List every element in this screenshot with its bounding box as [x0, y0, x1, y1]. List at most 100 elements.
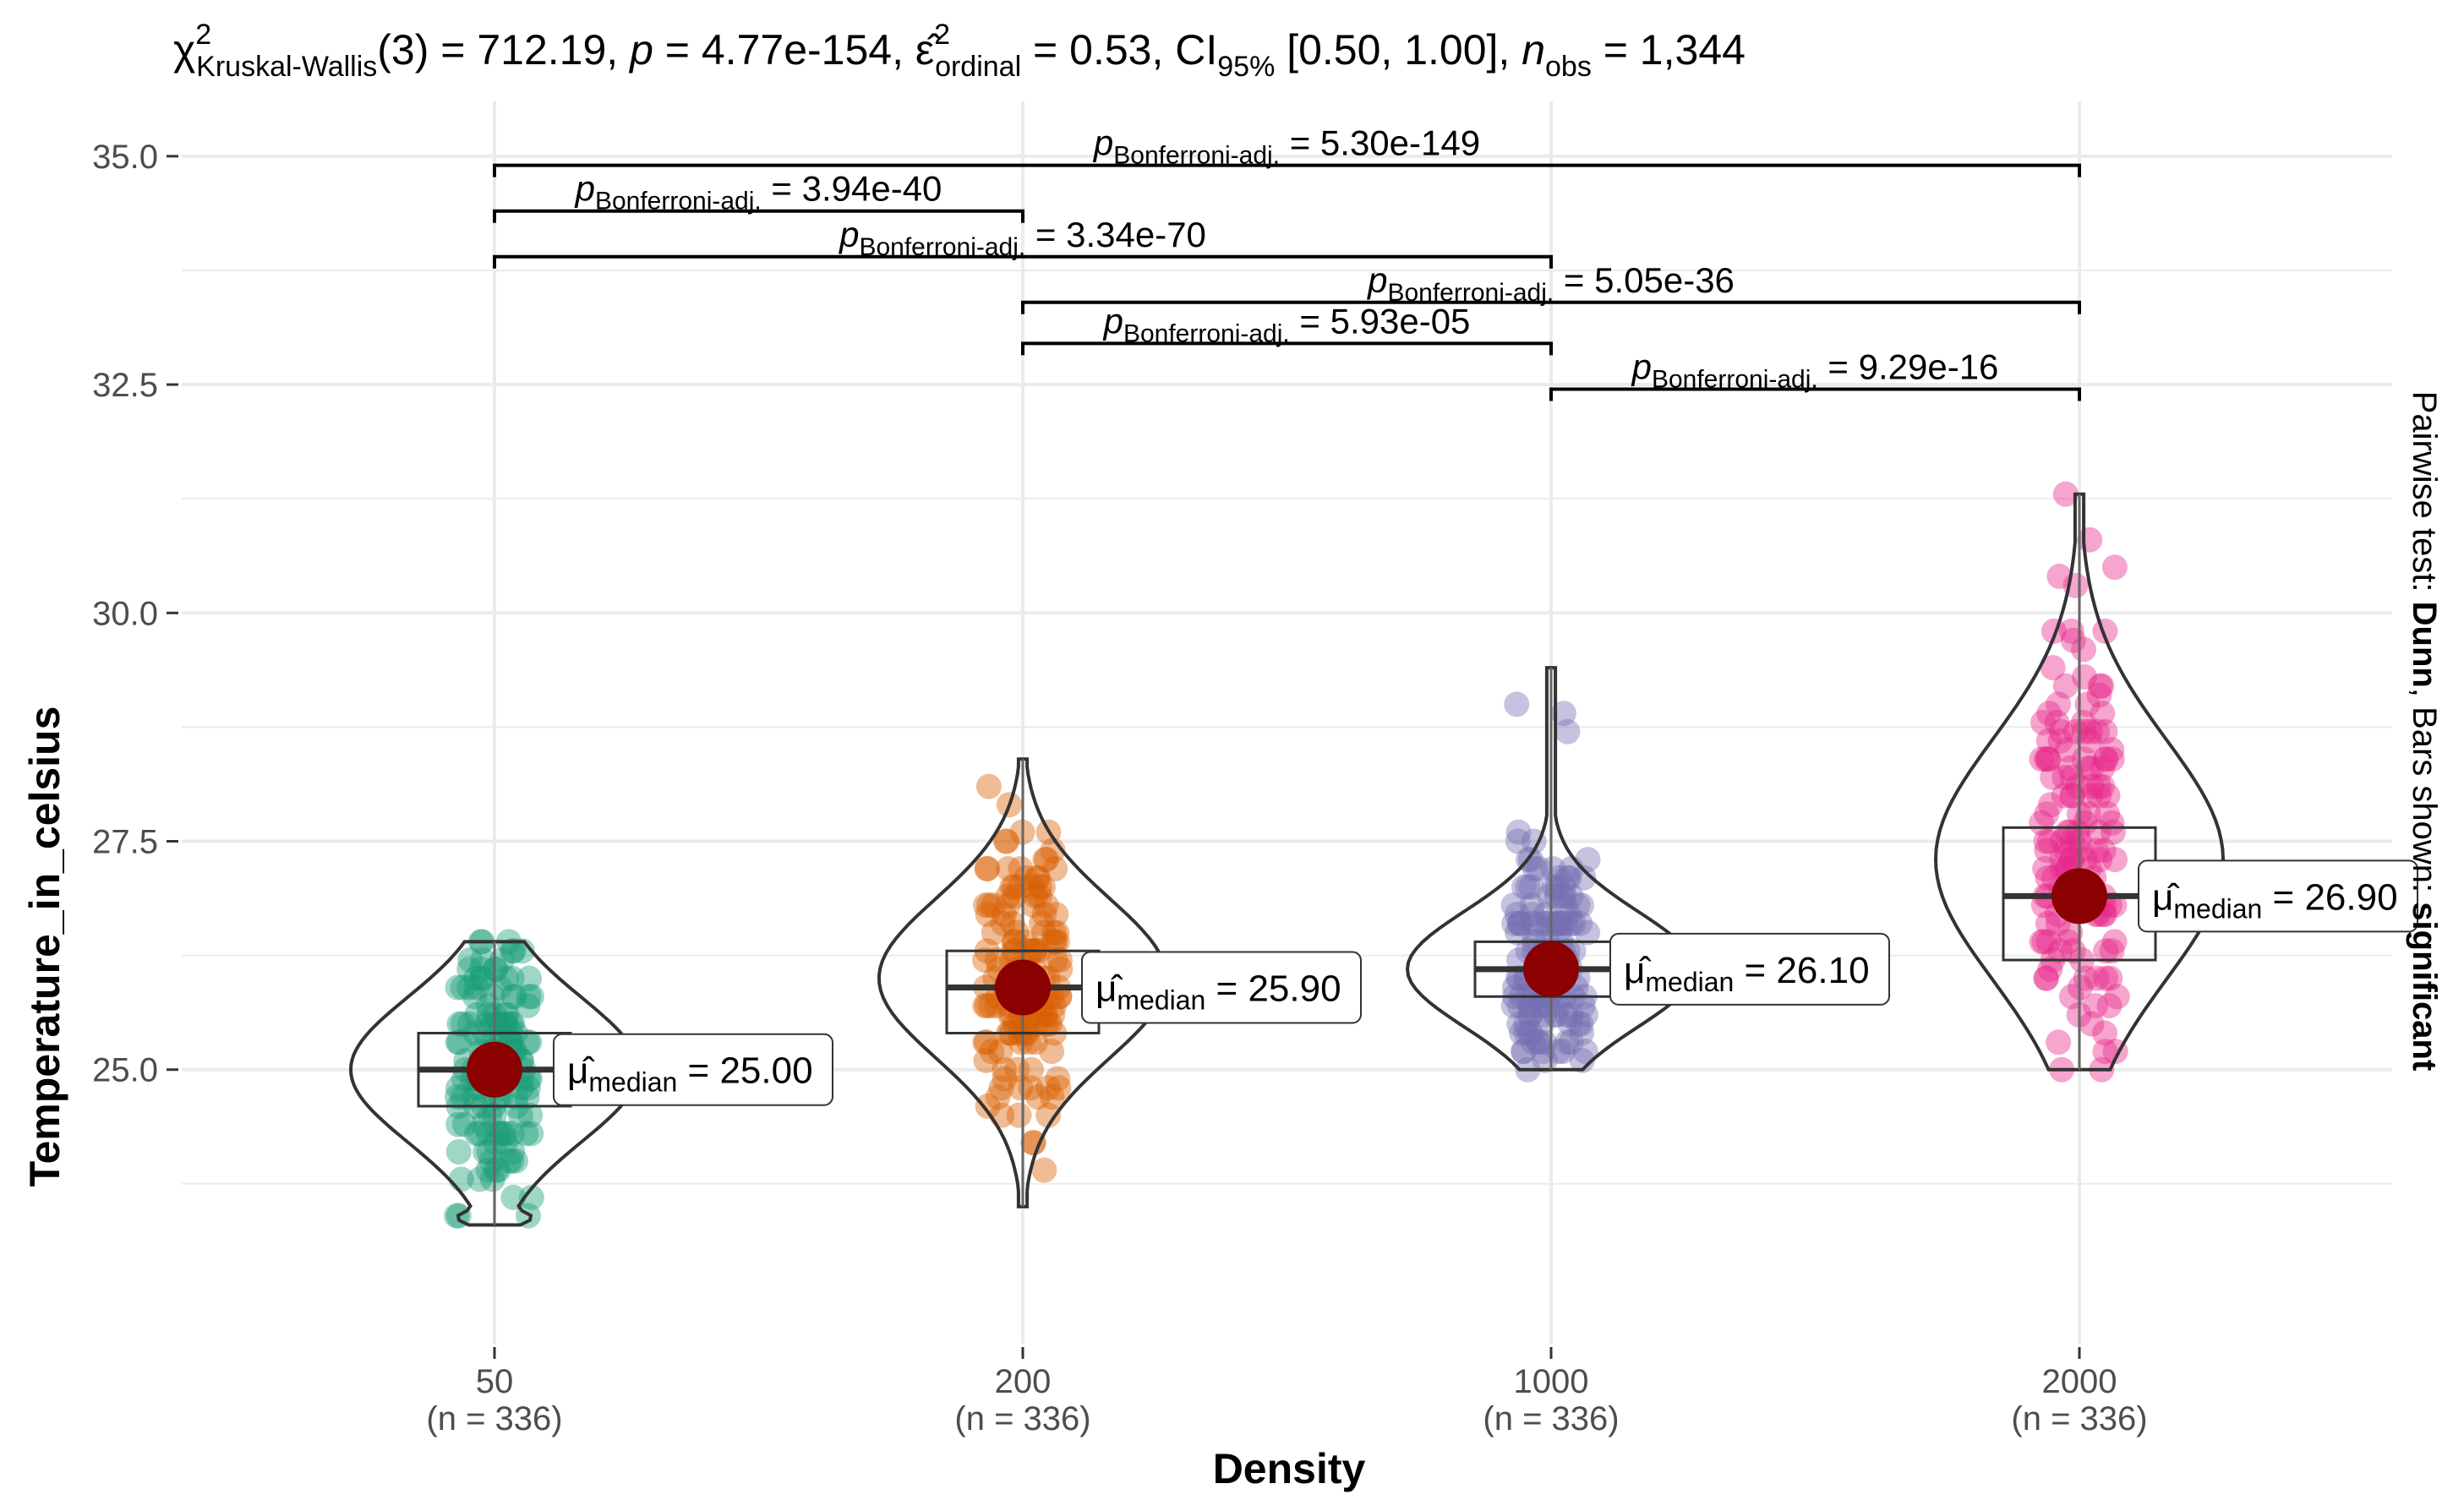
data-point — [2047, 728, 2073, 754]
data-point — [479, 1166, 505, 1192]
x-axis-title: Density — [1213, 1445, 1366, 1492]
data-point — [2095, 801, 2121, 827]
data-point — [975, 1093, 1001, 1119]
data-point — [2053, 837, 2079, 864]
data-point — [1012, 929, 1038, 955]
data-point — [2075, 755, 2101, 782]
data-point — [985, 1084, 1011, 1110]
data-point — [2093, 938, 2119, 964]
data-point — [2092, 1039, 2118, 1065]
y-axis-title: Temperature_in_celsius — [21, 706, 68, 1187]
data-point — [974, 855, 1000, 881]
data-point — [987, 1039, 1013, 1065]
data-point — [1019, 874, 1046, 900]
data-point — [2071, 663, 2097, 690]
data-point — [1572, 1039, 1598, 1065]
data-point — [1023, 883, 1049, 909]
data-point — [1020, 892, 1046, 919]
data-point — [492, 1011, 518, 1037]
data-point — [495, 1148, 522, 1174]
stats-title: χ2 Kruskal-Wallis(3) = 712.19, p = 4.77e-… — [173, 19, 1746, 83]
data-point — [1024, 1011, 1050, 1037]
data-point — [501, 984, 527, 1010]
data-point — [478, 1148, 505, 1174]
data-point — [513, 1121, 539, 1147]
data-point — [516, 984, 542, 1010]
median-label-box — [1081, 951, 1362, 1024]
median-label-text: μ̂median = 25.90 — [1095, 968, 1341, 1015]
data-point — [2092, 1020, 2118, 1046]
data-point — [1518, 874, 1544, 900]
data-point — [1513, 1011, 1539, 1037]
data-point — [2035, 910, 2061, 936]
data-point — [1519, 892, 1545, 919]
data-point — [2048, 847, 2074, 873]
data-point — [1558, 1001, 1584, 1028]
data-point — [2052, 764, 2078, 790]
data-point — [1575, 919, 1601, 946]
data-point — [2099, 810, 2125, 836]
data-point — [992, 828, 1019, 854]
data-point — [2044, 710, 2070, 735]
pairwise-bracket-50-200: pBonferroni-adj. = 3.94e-40 — [493, 169, 1024, 223]
data-point — [2049, 828, 2075, 854]
group-1000: μ̂median = 26.10 — [1405, 666, 1890, 1083]
data-point — [1530, 1039, 1556, 1065]
median-label-box — [1609, 932, 1890, 1006]
median-label: μ̂median = 25.90 — [1081, 951, 1362, 1024]
median-label-box — [553, 1033, 833, 1106]
data-point — [468, 956, 494, 982]
data-point — [500, 1011, 526, 1037]
data-point — [450, 1084, 476, 1110]
data-point — [485, 1121, 511, 1147]
data-point — [445, 1111, 472, 1137]
data-point — [2070, 636, 2096, 663]
y-tick-label: 32.5 — [92, 367, 158, 404]
data-point — [1546, 865, 1572, 891]
data-point — [1526, 855, 1552, 881]
y-tick-label: 35.0 — [92, 139, 158, 176]
data-point — [2054, 819, 2080, 845]
data-point — [994, 828, 1020, 854]
data-point — [1008, 855, 1034, 881]
data-point — [2065, 773, 2091, 799]
data-point — [974, 993, 1000, 1019]
data-point — [1550, 874, 1576, 900]
data-point — [450, 974, 476, 1001]
data-point — [1558, 883, 1584, 909]
data-point — [974, 1029, 1000, 1055]
data-point — [479, 984, 505, 1010]
data-point — [450, 1011, 476, 1037]
data-point — [1517, 1001, 1543, 1028]
data-point — [2090, 755, 2116, 782]
x-tick-label: 50 — [476, 1363, 514, 1400]
data-point — [1504, 691, 1530, 717]
data-point — [1539, 910, 1565, 936]
pairwise-label: pBonferroni-adj. = 5.93e-05 — [1102, 301, 1471, 347]
data-point — [1504, 901, 1530, 927]
data-point — [2062, 718, 2089, 745]
data-point — [972, 1029, 998, 1055]
median-point — [995, 959, 1051, 1016]
data-point — [990, 910, 1016, 936]
data-point — [1037, 1011, 1063, 1037]
bracket-line — [493, 163, 2081, 177]
data-point — [2064, 819, 2090, 845]
data-point — [999, 874, 1025, 900]
data-point — [494, 1001, 520, 1028]
data-point — [2040, 655, 2066, 681]
data-point — [446, 1011, 473, 1037]
data-point — [1525, 1029, 1551, 1055]
data-point — [498, 1011, 524, 1037]
data-point — [1526, 993, 1552, 1019]
data-point — [992, 1056, 1018, 1083]
data-point — [1024, 865, 1051, 891]
data-point — [984, 947, 1010, 974]
data-point — [2090, 701, 2116, 727]
pairwise-caption: Pairwise test: Dunn, Bars shown: signifi… — [2406, 391, 2443, 1072]
data-point — [1554, 718, 1581, 745]
data-point — [1039, 1084, 1065, 1110]
y-tick-label: 27.5 — [92, 824, 158, 861]
data-point — [2074, 691, 2101, 717]
data-point — [1008, 1075, 1034, 1101]
